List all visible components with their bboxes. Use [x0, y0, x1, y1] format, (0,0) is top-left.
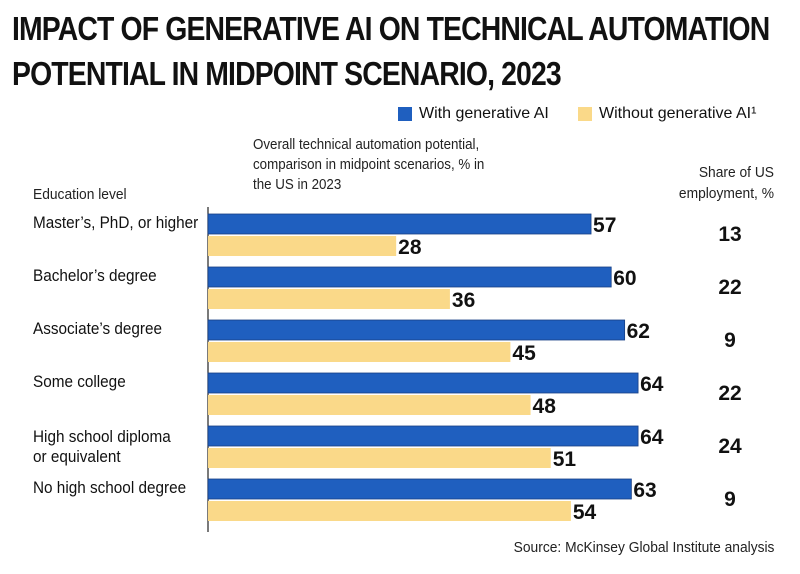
- bar-without-ai-2: [208, 342, 511, 362]
- value-label-without-ai-1: 36: [452, 289, 475, 312]
- legend-label-with-ai: With generative AI: [419, 105, 549, 122]
- share-value-1: 22: [718, 276, 742, 299]
- share-value-2: 9: [724, 329, 736, 352]
- legend-label-without-ai: Without generative AI¹: [599, 105, 757, 122]
- chart-subtitle: Overall technical automation potential, …: [253, 135, 511, 195]
- value-label-with-ai-5: 63: [633, 479, 656, 502]
- category-label-line: No high school degree: [33, 478, 187, 497]
- category-label-3: Some college: [33, 372, 126, 392]
- value-label-without-ai-4: 51: [553, 448, 577, 471]
- legend-swatch-with-ai: [398, 107, 412, 121]
- category-label-line: or equivalent: [33, 447, 121, 466]
- share-value-3: 22: [718, 382, 742, 405]
- category-label-0: Master’s, PhD, or higher: [33, 213, 198, 233]
- chart-title-line-1: Impact of generative AI on technical aut…: [12, 10, 770, 47]
- bar-with-ai-1: [207, 266, 612, 288]
- category-label-line: High school diploma: [33, 427, 171, 446]
- category-label-5: No high school degree: [33, 478, 186, 498]
- chart-title-line-2: potential in midpoint scenario, 2023: [12, 55, 562, 92]
- value-label-without-ai-3: 48: [533, 395, 557, 418]
- bar-without-ai-0: [208, 236, 397, 256]
- subtitle-line-1: Overall technical automation potential,: [253, 137, 480, 153]
- value-label-with-ai-1: 60: [613, 267, 636, 290]
- share-value-0: 13: [718, 223, 742, 246]
- legend-item-without-ai: Without generative AI¹: [578, 104, 756, 124]
- category-label-line: Some college: [33, 372, 126, 391]
- share-value-5: 9: [724, 488, 736, 511]
- category-label-4: High school diploma or equivalent: [33, 427, 171, 467]
- value-label-without-ai-2: 45: [512, 342, 536, 365]
- share-header-line-2: employment, %: [678, 185, 774, 202]
- value-label-without-ai-0: 28: [398, 236, 422, 259]
- value-label-without-ai-5: 54: [573, 501, 597, 524]
- share-header-line-1: Share of US: [698, 164, 774, 181]
- bar-without-ai-3: [208, 395, 531, 415]
- bar-with-ai-5: [207, 478, 632, 500]
- category-label-line: Master’s, PhD, or higher: [33, 213, 199, 232]
- category-label-line: Associate’s degree: [33, 319, 163, 338]
- category-label-1: Bachelor’s degree: [33, 266, 157, 286]
- category-label-line: Bachelor’s degree: [33, 266, 157, 285]
- category-label-2: Associate’s degree: [33, 319, 162, 339]
- bar-without-ai-4: [208, 448, 551, 468]
- chart-title: Impact of generative AI on technical aut…: [12, 6, 770, 96]
- bar-with-ai-0: [207, 213, 592, 235]
- education-level-header: Education level: [33, 186, 127, 203]
- subtitle-line-3: the US in 2023: [253, 177, 342, 193]
- value-label-with-ai-4: 64: [640, 426, 664, 449]
- source-note: Source: McKinsey Global Institute analys…: [513, 539, 774, 556]
- bar-without-ai-5: [208, 501, 571, 521]
- share-value-4: 24: [718, 435, 742, 458]
- bar-with-ai-2: [207, 319, 626, 341]
- value-label-with-ai-2: 62: [627, 320, 650, 343]
- subtitle-line-2: comparison in midpoint scenarios, % in: [253, 157, 485, 173]
- bar-with-ai-3: [207, 372, 639, 394]
- value-label-with-ai-3: 64: [640, 373, 664, 396]
- value-label-with-ai-0: 57: [593, 214, 616, 237]
- share-employment-header: Share of US employment, %: [645, 162, 774, 204]
- bar-with-ai-4: [207, 425, 639, 447]
- legend-item-with-ai: With generative AI: [398, 104, 549, 124]
- bar-without-ai-1: [208, 289, 450, 309]
- legend-swatch-without-ai: [578, 107, 592, 121]
